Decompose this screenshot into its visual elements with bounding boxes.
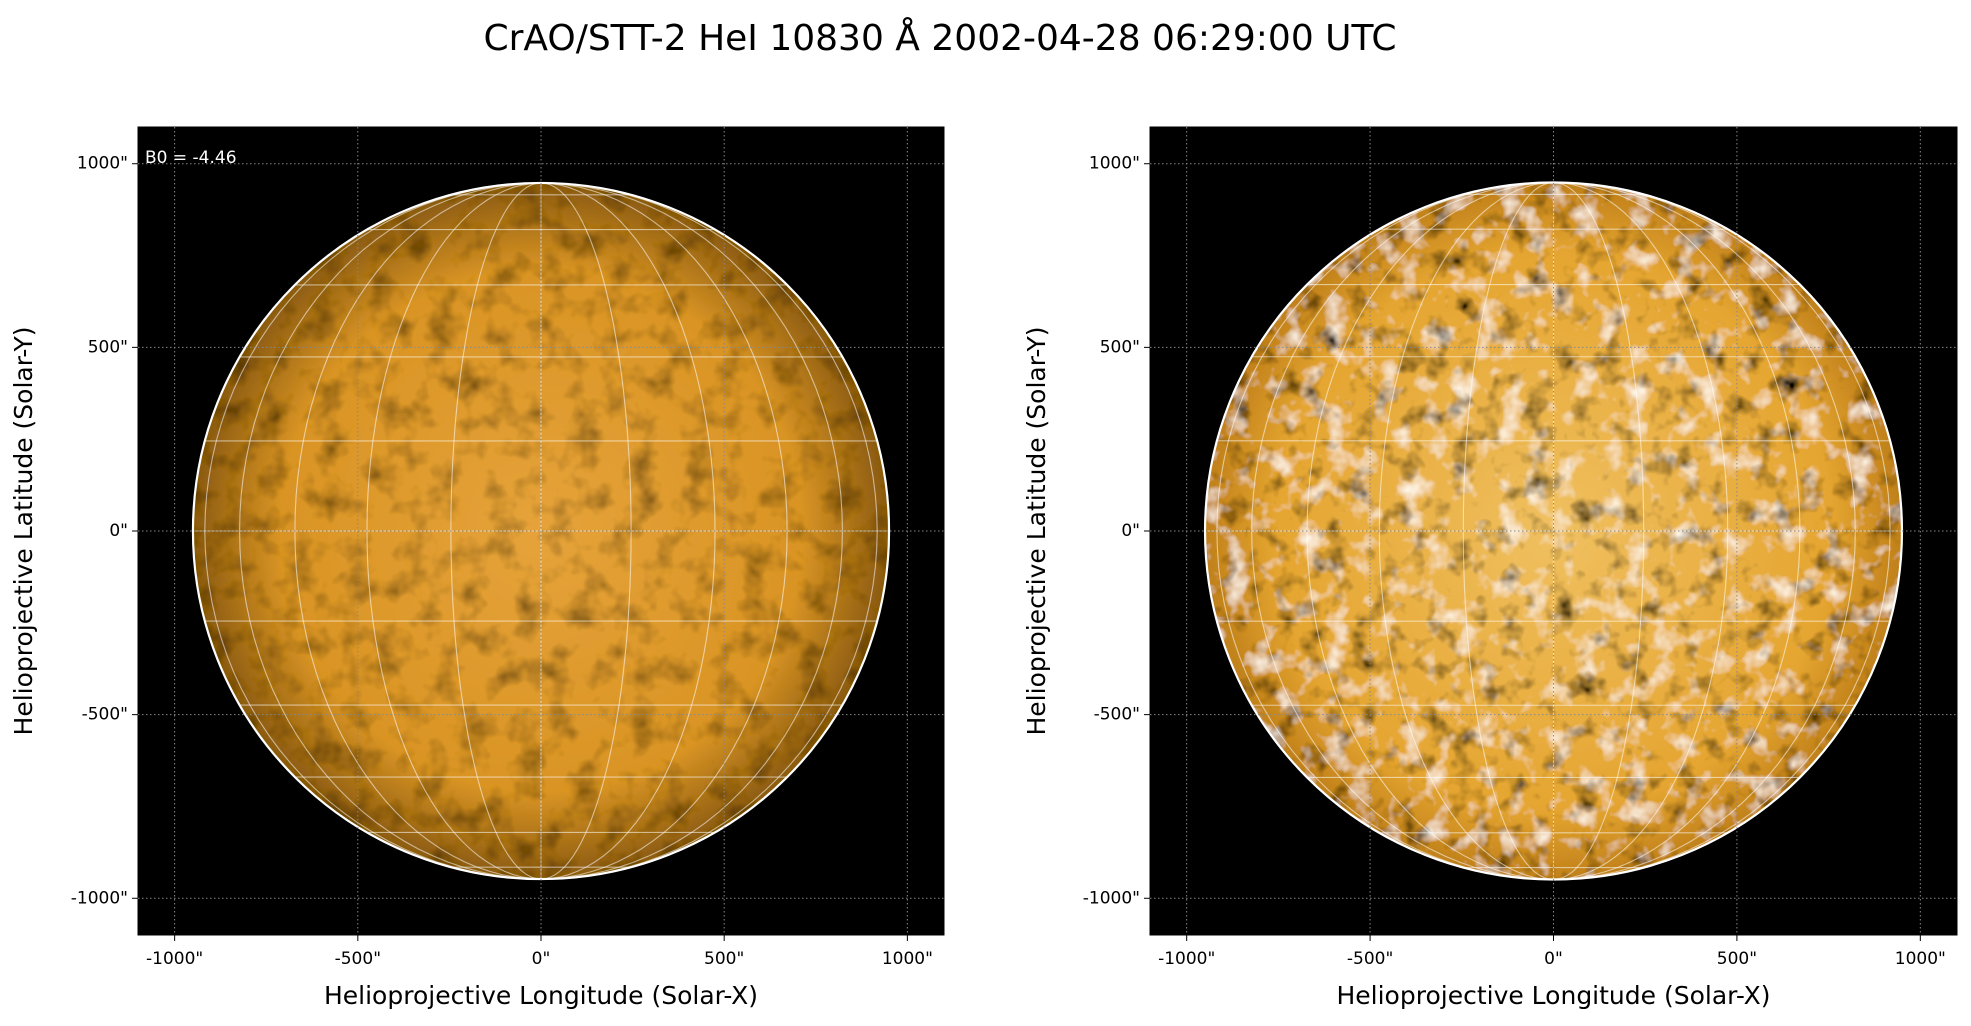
y-tick-label: 1000" <box>77 154 128 174</box>
y-tick-label: 0" <box>1121 521 1140 541</box>
x-tick-label: 1000" <box>882 949 933 969</box>
y-axis-label: Helioprojective Latitude (Solar-Y) <box>9 327 38 736</box>
x-tick-label: -1000" <box>146 949 203 969</box>
y-tick-label: 500" <box>88 337 128 357</box>
x-tick-label: 0" <box>532 949 551 969</box>
x-tick-label: -500" <box>335 949 381 969</box>
image-panel: -1000" -500" 0" 500" 1000" -1000" -500" 0" 500" 1… <box>9 126 945 1010</box>
y-tick-label: 1000" <box>1089 154 1140 174</box>
figure-title: CrAO/STT-2 HeI 10830 Å 2002-04-28 06:29:… <box>483 16 1396 59</box>
y-tick-label: 0" <box>109 521 128 541</box>
x-tick-label: 500" <box>704 949 744 969</box>
x-tick-label: 500" <box>1717 949 1757 969</box>
x-tick-label: -1000" <box>1158 949 1215 969</box>
x-tick-label: -500" <box>1347 949 1393 969</box>
x-axis-label: Helioprojective Longitude (Solar-X) <box>324 981 758 1010</box>
x-tick-label: 0" <box>1544 949 1563 969</box>
y-tick-label: 500" <box>1100 337 1140 357</box>
y-tick-label: -1000" <box>1083 888 1140 908</box>
y-tick-label: -500" <box>82 705 128 725</box>
y-tick-label: -500" <box>1094 705 1140 725</box>
annotation: B0 = -4.46 <box>145 148 237 168</box>
y-tick-label: -1000" <box>71 888 128 908</box>
y-axis-label: Helioprojective Latitude (Solar-Y) <box>1022 327 1051 736</box>
x-tick-label: 1000" <box>1895 949 1946 969</box>
image-panel: -1000" -500" 0" 500" 1000" -1000" -500" 0" 500" 1… <box>1022 126 1958 1010</box>
x-axis-label: Helioprojective Longitude (Solar-X) <box>1336 981 1770 1010</box>
